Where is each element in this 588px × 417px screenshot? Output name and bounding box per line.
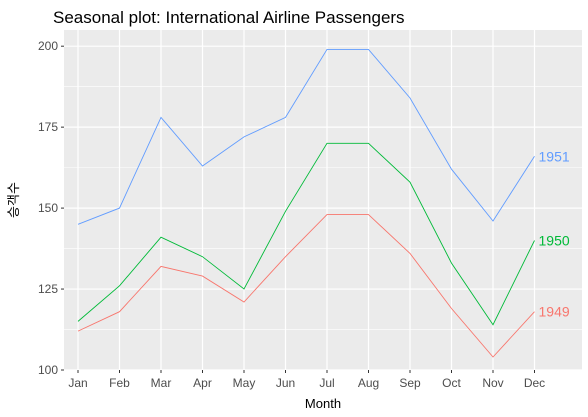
y-axis-title: 승객수	[6, 182, 21, 218]
chart-title: Seasonal plot: International Airline Pas…	[53, 8, 405, 27]
x-tick-label: Mar	[151, 376, 172, 390]
y-tick-label: 150	[38, 201, 58, 215]
y-tick-label: 175	[38, 120, 58, 134]
grid-lines	[64, 30, 582, 371]
x-tick-label: Feb	[109, 376, 130, 390]
x-tick-label: Aug	[358, 376, 379, 390]
series-line-1950	[77, 142, 535, 326]
x-axis: Jan Feb Mar Apr May Jun Jul Aug Sep Oct Nov Dec	[68, 370, 545, 390]
series-line-1951	[77, 48, 535, 225]
y-tick-label: 100	[38, 363, 58, 377]
x-tick-label: Jan	[68, 376, 87, 390]
x-tick-label: Apr	[193, 376, 212, 390]
x-tick-label: Jul	[319, 376, 334, 390]
x-tick-label: May	[233, 376, 256, 390]
series-line-1949	[77, 214, 535, 358]
series-lines	[77, 48, 535, 358]
series-label-1951: 1951	[539, 148, 570, 164]
x-tick-label: Nov	[482, 376, 503, 390]
x-tick-label: Sep	[399, 376, 421, 390]
plot-panel	[64, 30, 582, 370]
y-tick-label: 200	[38, 39, 58, 53]
y-axis: 100 125 150 175 200	[38, 39, 64, 377]
x-tick-label: Oct	[442, 376, 461, 390]
y-tick-label: 125	[38, 282, 58, 296]
series-label-1949: 1949	[539, 304, 570, 320]
x-axis-title: Month	[305, 396, 341, 411]
series-labels: 1949 1950 1951	[539, 148, 570, 319]
series-label-1950: 1950	[539, 232, 570, 248]
x-tick-label: Dec	[524, 376, 545, 390]
x-tick-label: Jun	[276, 376, 295, 390]
